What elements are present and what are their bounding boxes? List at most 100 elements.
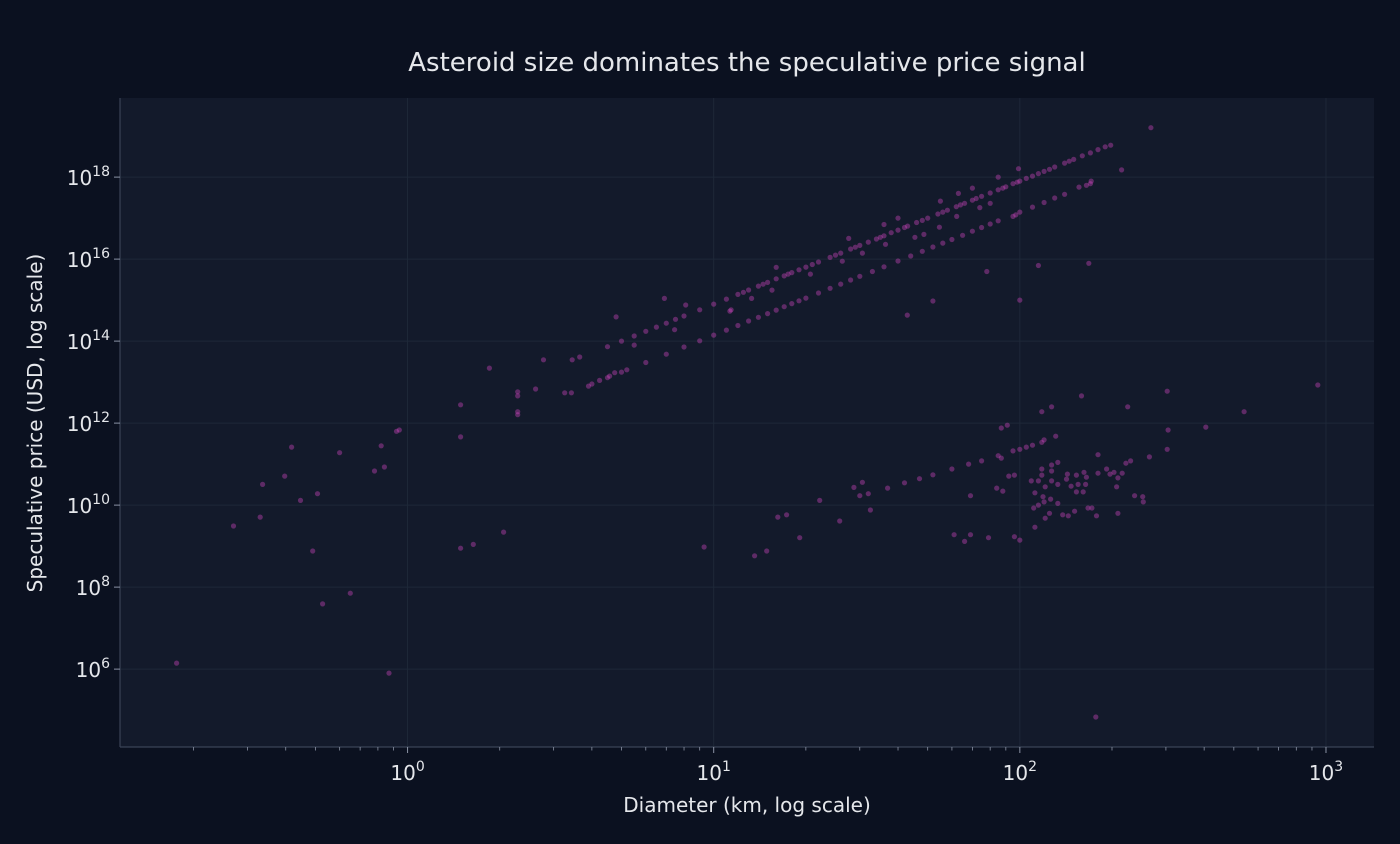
- data-point: [827, 254, 833, 260]
- data-point: [746, 318, 752, 324]
- data-point: [1017, 446, 1023, 452]
- data-point: [486, 365, 492, 371]
- data-point: [769, 287, 775, 293]
- data-point: [1060, 512, 1066, 518]
- data-point: [749, 295, 755, 301]
- data-point: [1039, 472, 1045, 478]
- data-point: [663, 320, 669, 326]
- data-point: [1048, 496, 1054, 502]
- y-tick-label: 106: [76, 656, 110, 682]
- data-point: [1114, 484, 1120, 490]
- data-point: [966, 461, 972, 467]
- data-point: [1063, 476, 1070, 482]
- data-point: [663, 351, 669, 357]
- data-point: [765, 279, 771, 285]
- data-point: [337, 450, 343, 456]
- data-point: [1053, 433, 1059, 439]
- data-point: [1081, 469, 1087, 475]
- data-point: [1115, 475, 1121, 481]
- data-point: [1000, 488, 1006, 494]
- data-point: [1028, 478, 1034, 484]
- data-point: [1023, 444, 1029, 450]
- data-point: [1203, 424, 1209, 430]
- data-point: [904, 312, 910, 318]
- data-point: [1115, 510, 1121, 516]
- data-point: [540, 357, 547, 363]
- data-point: [230, 523, 237, 529]
- data-point: [386, 670, 392, 676]
- data-point: [1052, 164, 1058, 170]
- data-point: [1086, 260, 1092, 266]
- data-point: [859, 250, 866, 256]
- data-point: [809, 261, 815, 268]
- data-point: [515, 412, 521, 418]
- grid-lines: [120, 98, 1374, 747]
- data-point: [289, 444, 295, 450]
- data-point: [381, 464, 387, 470]
- data-point: [458, 402, 464, 408]
- data-point: [796, 267, 802, 273]
- data-point: [895, 215, 901, 221]
- data-point: [881, 264, 887, 270]
- data-point: [949, 236, 955, 243]
- data-point: [815, 259, 822, 265]
- data-point: [1107, 471, 1113, 477]
- x-tick-label: 103: [1309, 759, 1343, 785]
- data-point: [944, 207, 951, 213]
- data-point: [681, 313, 687, 319]
- data-point: [1085, 505, 1091, 511]
- data-point: [1017, 537, 1023, 543]
- data-point: [1017, 178, 1023, 184]
- chart-title: Asteroid size dominates the speculative …: [408, 48, 1085, 78]
- data-point: [764, 548, 770, 554]
- data-point: [1108, 142, 1114, 148]
- data-point: [604, 375, 611, 381]
- data-point: [1040, 494, 1046, 500]
- data-point: [967, 532, 974, 538]
- data-point: [935, 211, 941, 217]
- data-point: [1071, 156, 1077, 162]
- data-point: [901, 480, 908, 486]
- data-point: [1080, 489, 1086, 495]
- data-point: [1140, 494, 1146, 500]
- data-point: [752, 553, 758, 559]
- data-point: [396, 427, 402, 433]
- data-point: [837, 518, 843, 524]
- data-point: [1029, 442, 1036, 448]
- data-point: [746, 287, 752, 293]
- data-point: [1078, 393, 1085, 399]
- data-point: [937, 198, 944, 204]
- data-point: [930, 472, 936, 478]
- data-point: [979, 458, 985, 464]
- data-point: [501, 529, 507, 535]
- data-point: [789, 270, 795, 276]
- data-point: [282, 473, 288, 479]
- data-point: [1039, 466, 1045, 472]
- data-point: [1035, 502, 1041, 508]
- data-point: [962, 538, 968, 545]
- data-point: [827, 285, 833, 291]
- data-point: [1004, 422, 1010, 428]
- data-point: [773, 264, 779, 270]
- y-tick-label: 1018: [67, 164, 110, 190]
- data-point: [773, 276, 779, 282]
- data-point: [1013, 212, 1019, 218]
- data-point: [604, 344, 611, 350]
- data-point: [1006, 473, 1012, 479]
- data-point: [895, 258, 901, 264]
- data-point: [515, 393, 521, 399]
- data-point: [310, 548, 316, 554]
- data-point: [1055, 459, 1061, 465]
- data-point: [701, 544, 707, 550]
- data-point: [979, 224, 985, 231]
- data-point: [371, 468, 378, 474]
- data-point: [1119, 470, 1125, 476]
- data-point: [735, 291, 741, 297]
- data-point: [960, 232, 966, 238]
- data-point: [672, 327, 678, 333]
- plot-area: [120, 98, 1374, 747]
- data-point: [1164, 388, 1170, 394]
- data-point: [1055, 500, 1061, 506]
- data-point: [1079, 153, 1085, 159]
